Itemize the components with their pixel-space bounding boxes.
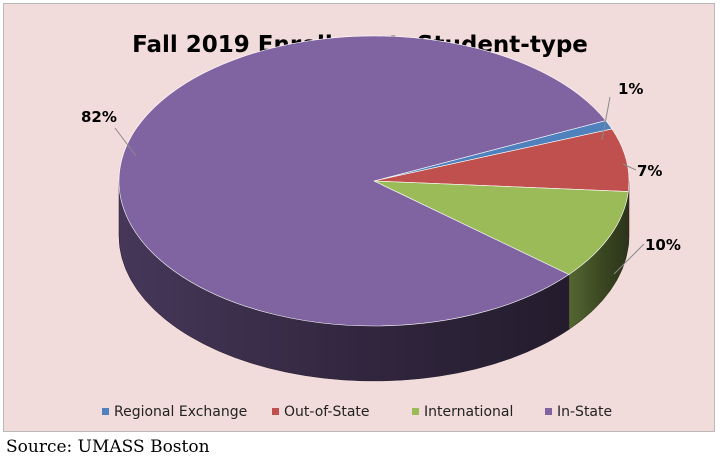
- legend-label-international: International: [424, 404, 513, 420]
- legend-swatch-regional-exchange: [102, 408, 109, 415]
- legend-swatch-out-of-state: [272, 408, 279, 415]
- leader-line-in-state: [114, 127, 137, 157]
- legend: Regional Exchange Out-of-State Internation…: [102, 404, 612, 420]
- legend-swatch-international: [412, 408, 419, 415]
- data-label-regional-exchange: 1%: [618, 80, 643, 98]
- pie-slices: [118, 35, 630, 327]
- slice-international: [373, 180, 629, 275]
- leader-line-regional-exchange: [601, 96, 611, 141]
- legend-label-out-of-state: Out-of-State: [284, 404, 370, 420]
- legend-label-in-state: In-State: [557, 404, 612, 420]
- source-note: Source: UMASS Boston: [6, 437, 210, 457]
- legend-swatch-in-state: [545, 408, 552, 415]
- pie-chart: Fall 2019 Enrollment: Student-type 1%7%1…: [81, 32, 681, 420]
- chart-frame: Fall 2019 Enrollment: Student-type 1%7%1…: [3, 3, 715, 432]
- data-labels: 1% 7% 10% 82%: [81, 80, 681, 254]
- slice-in-state: [118, 35, 607, 327]
- leader-line-international: [613, 243, 645, 275]
- slice-out-of-state: [373, 128, 630, 192]
- data-label-international: 10%: [645, 236, 681, 254]
- data-label-in-state: 82%: [81, 108, 117, 126]
- legend-label-regional-exchange: Regional Exchange: [114, 404, 247, 420]
- leader-lines: [114, 96, 645, 275]
- leader-line-out-of-state: [622, 163, 637, 171]
- data-label-out-of-state: 7%: [637, 162, 662, 180]
